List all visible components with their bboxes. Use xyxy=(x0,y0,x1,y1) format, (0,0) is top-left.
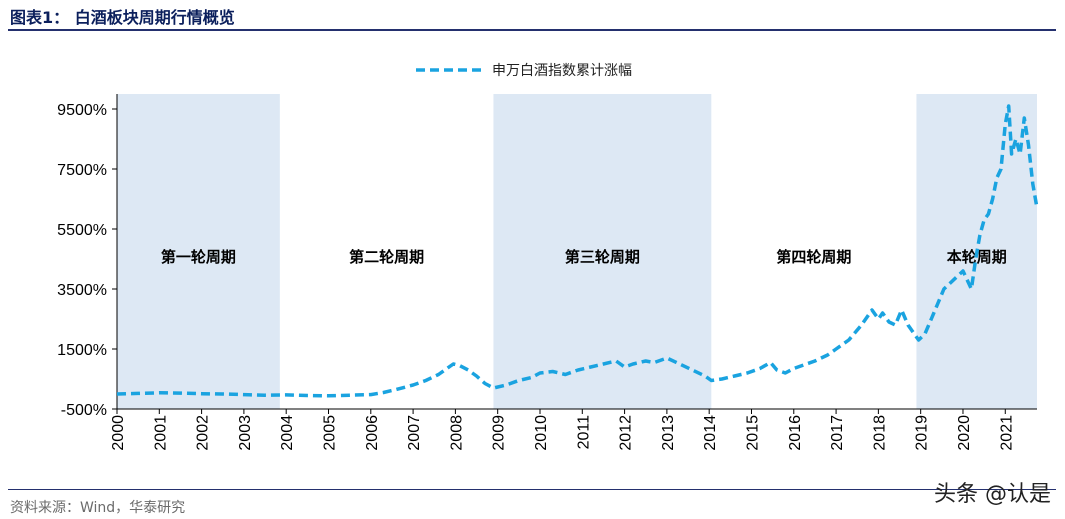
y-tick-label: 3500% xyxy=(57,282,107,299)
cycle-label: 第四轮周期 xyxy=(776,248,851,266)
x-tick-label: 2005 xyxy=(321,415,338,451)
y-tick-label: 7500% xyxy=(57,162,107,179)
x-tick-label: 2007 xyxy=(406,415,423,451)
cycle-label: 第一轮周期 xyxy=(161,248,236,266)
x-tick-label: 2001 xyxy=(152,415,169,451)
x-tick-label: 2002 xyxy=(195,415,212,451)
x-tick-label: 2013 xyxy=(660,415,677,451)
cycle-band xyxy=(493,94,712,409)
cycle-labels: 第一轮周期 第二轮周期 第三轮周期 第四轮周期 本轮周期 xyxy=(161,248,1007,266)
bottom-rule xyxy=(8,489,1056,490)
y-tick-label: 5500% xyxy=(57,222,107,239)
x-tick-label: 2008 xyxy=(448,415,465,451)
figure-title: 图表1： 白酒板块周期行情概览 xyxy=(10,8,235,27)
x-tick-label: 2014 xyxy=(702,415,719,451)
cycle-label: 第三轮周期 xyxy=(565,248,640,266)
y-tick-label: -500% xyxy=(61,402,107,419)
x-tick-label: 2019 xyxy=(914,415,931,451)
x-tick-label: 2016 xyxy=(787,415,804,451)
x-tick-label: 2017 xyxy=(829,415,846,451)
series-line-layer xyxy=(116,104,1039,398)
x-tick-label: 2003 xyxy=(237,415,254,451)
x-tick-label: 2012 xyxy=(618,415,635,451)
x-tick-label: 2018 xyxy=(871,415,888,451)
legend: 申万白酒指数累计涨幅 xyxy=(416,63,632,79)
chart: 第一轮周期 第二轮周期 第三轮周期 第四轮周期 本轮周期 -500%1500%3500%… xyxy=(57,63,1039,451)
y-tick-label: 1500% xyxy=(57,342,107,359)
x-tick-label: 2010 xyxy=(533,415,550,451)
source-note: 资料来源：Wind，华泰研究 xyxy=(10,500,186,516)
legend-label: 申万白酒指数累计涨幅 xyxy=(492,63,632,79)
axes: -500% 1500% 3500% 5500% 7500% 9500% 2000 2001 20… xyxy=(57,94,1037,451)
x-tick-label: 2009 xyxy=(491,415,508,451)
x-tick-label: 2000 xyxy=(110,415,127,451)
x-tick-label: 2004 xyxy=(279,415,296,451)
y-tick-label: 9500% xyxy=(57,102,107,119)
x-tick-label: 2015 xyxy=(744,415,761,451)
watermark: 头条 @认是 xyxy=(934,482,1051,507)
x-tick-label: 2011 xyxy=(575,415,592,450)
series-line xyxy=(116,104,1039,398)
top-rule xyxy=(8,29,1056,31)
x-tick-label: 2006 xyxy=(364,415,381,451)
cycle-label: 第二轮周期 xyxy=(349,248,424,266)
x-tick-label: 2020 xyxy=(956,415,973,451)
cycle-band xyxy=(117,94,280,409)
x-tick-label: 2021 xyxy=(998,415,1015,451)
